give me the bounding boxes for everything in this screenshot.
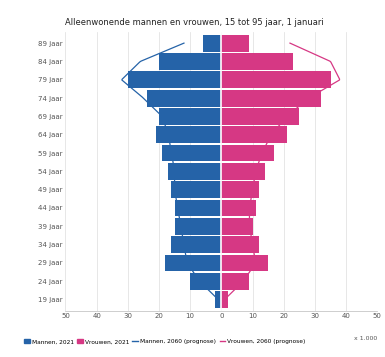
Legend: Mannen, 2021, Vrouwen, 2021, Mannen, 2060 (prognose), Vrouwen, 2060 (prognose): Mannen, 2021, Vrouwen, 2021, Mannen, 206… bbox=[22, 337, 308, 347]
Bar bbox=[159, 53, 221, 70]
Bar bbox=[156, 126, 221, 143]
Bar bbox=[221, 181, 259, 198]
Bar bbox=[221, 126, 287, 143]
Bar bbox=[221, 236, 259, 253]
Bar bbox=[159, 108, 221, 125]
Bar bbox=[221, 90, 321, 106]
Bar bbox=[171, 236, 221, 253]
Bar bbox=[175, 200, 221, 216]
Bar bbox=[221, 291, 228, 308]
Bar bbox=[168, 163, 221, 180]
Bar bbox=[221, 35, 249, 51]
Bar bbox=[221, 273, 249, 290]
Bar bbox=[221, 145, 275, 161]
Bar bbox=[203, 35, 221, 51]
Bar bbox=[221, 200, 256, 216]
Bar bbox=[175, 218, 221, 235]
Text: Alleenwonende mannen en vrouwen, 15 tot 95 jaar, 1 januari: Alleenwonende mannen en vrouwen, 15 tot … bbox=[65, 18, 324, 27]
Bar bbox=[221, 53, 293, 70]
Bar bbox=[221, 218, 253, 235]
Bar bbox=[190, 273, 221, 290]
Bar bbox=[162, 145, 221, 161]
Bar bbox=[221, 71, 330, 88]
Bar bbox=[147, 90, 221, 106]
Bar bbox=[171, 181, 221, 198]
Bar bbox=[215, 291, 221, 308]
Bar bbox=[221, 255, 268, 271]
Bar bbox=[165, 255, 221, 271]
Bar bbox=[128, 71, 221, 88]
Bar bbox=[221, 163, 265, 180]
Text: x 1.000: x 1.000 bbox=[354, 336, 377, 341]
Bar bbox=[221, 108, 300, 125]
